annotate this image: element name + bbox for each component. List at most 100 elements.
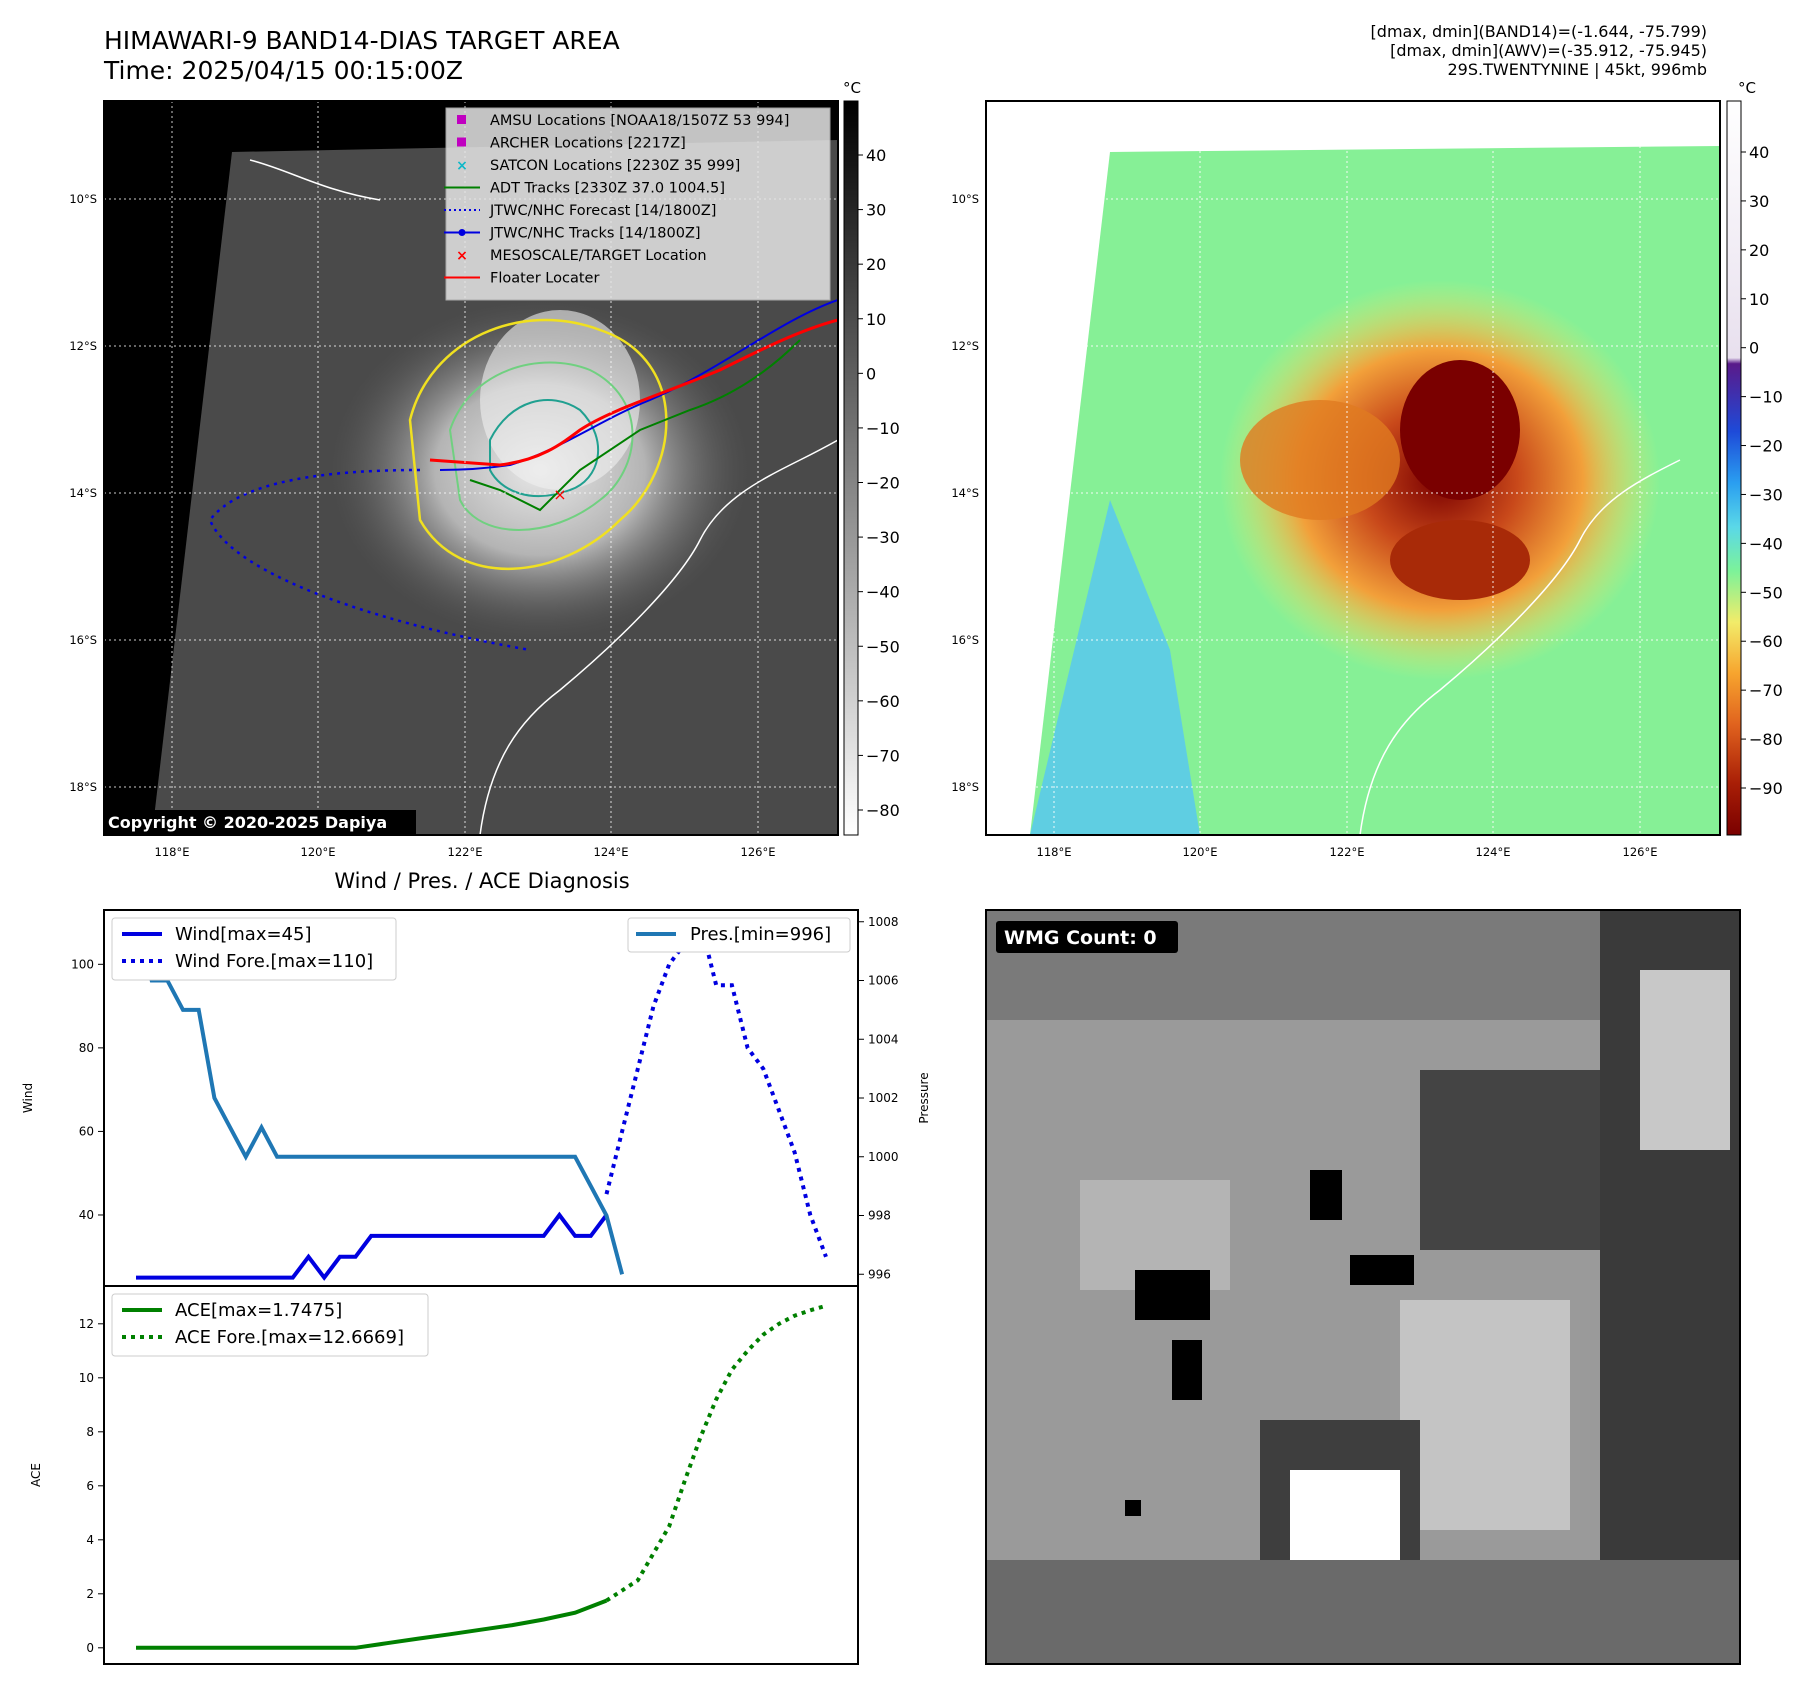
ir-colorbar-tick-label: −10: [866, 419, 900, 438]
lat-label: 10°S: [951, 192, 979, 206]
y2-tick-label: 1004: [868, 1032, 899, 1046]
ir-colorbar-tick-label: −30: [866, 528, 900, 547]
awv-colorbar-tick-label: −40: [1749, 534, 1783, 553]
awv-colorbar-tick-label: 0: [1749, 339, 1759, 358]
y-tick-label: 6: [86, 1479, 94, 1493]
wind-legend: [111, 917, 397, 981]
y-axis-label: ACE: [29, 1463, 43, 1487]
lon-label: 122°E: [1330, 845, 1365, 859]
target-location-marker: ×: [553, 485, 566, 504]
series-line: [136, 1598, 608, 1650]
y-tick-label: 10: [79, 1371, 94, 1385]
ir-colorbar-tick-label: 30: [866, 201, 886, 220]
awv-colorbar-tick-label: −60: [1749, 632, 1783, 651]
lon-label: 126°E: [741, 845, 776, 859]
series-line: [605, 1303, 827, 1603]
y2-tick-label: 1000: [868, 1150, 899, 1164]
coastline: [479, 439, 838, 835]
page-title: HIMAWARI-9 BAND14-DIAS TARGET AREA: [104, 26, 620, 55]
y-tick-label: 2: [86, 1587, 94, 1601]
awv-colorbar-tick-label: 30: [1749, 192, 1769, 211]
ir-colorbar-tick-label: −80: [866, 801, 900, 820]
legend-label: Wind Fore.[max=110]: [175, 951, 373, 972]
y2-tick-label: 998: [868, 1209, 891, 1223]
legend-label: JTWC/NHC Tracks [14/1800Z]: [489, 226, 701, 242]
floater-track: [429, 318, 838, 467]
lat-label: 14°S: [951, 486, 979, 500]
y-tick-label: 80: [79, 1041, 94, 1055]
adt-track: [469, 339, 801, 512]
awv-colorbar-tick-label: −70: [1749, 681, 1783, 700]
y-axis-label: Wind: [21, 1083, 35, 1113]
lon-label: 124°E: [594, 845, 629, 859]
lat-label: 18°S: [951, 780, 979, 794]
ir-colorbar-tick-label: 20: [866, 255, 886, 274]
awv-colorbar-tick-label: 20: [1749, 241, 1769, 260]
awv-colorbar-tick-label: 40: [1749, 143, 1769, 162]
legend-marker: [457, 115, 466, 124]
lat-label: 18°S: [69, 780, 97, 794]
legend-label: ADT Tracks [2330Z 37.0 1004.5]: [490, 181, 725, 197]
awv-colorbar-tick-label: −50: [1749, 583, 1783, 602]
legend-label: ARCHER Locations [2217Z]: [490, 136, 686, 152]
lat-label: 16°S: [951, 633, 979, 647]
awv-colorbar-tick-label: −20: [1749, 437, 1783, 456]
copyright-box: [104, 810, 416, 834]
legend-label: Floater Locater: [490, 271, 599, 287]
page-time: Time: 2025/04/15 00:15:00Z: [104, 56, 463, 85]
y-tick-label: 100: [71, 957, 94, 971]
y-tick-label: 12: [79, 1317, 94, 1331]
ir-colorbar-tick-label: −60: [866, 692, 900, 711]
awv-colorbar-unit: °C: [1738, 79, 1756, 97]
legend-label: MESOSCALE/TARGET Location: [490, 248, 707, 264]
ir-colorbar: [843, 100, 859, 836]
lat-label: 16°S: [69, 633, 97, 647]
wmg-count-badge: [996, 921, 1178, 953]
lat-label: 10°S: [69, 192, 97, 206]
ir-colorbar-tick-label: −40: [866, 583, 900, 602]
awv-gridlines: [986, 101, 1720, 835]
series-line: [134, 921, 625, 1275]
awv-colorbar-tick-label: −10: [1749, 388, 1783, 407]
ace-chart: 0 2 4 6 8 10 12 ACE ACE[max=1.7475] ACE Fore.[max…: [29, 1285, 859, 1665]
lon-label: 124°E: [1476, 845, 1511, 859]
y2-tick-label: 1006: [868, 974, 899, 988]
wmg-count: WMG Count: 0: [1004, 927, 1157, 949]
ace-legend: [111, 1293, 429, 1357]
ir-map-panel: × AMSU Locations [NOAA18/1507Z 53 994] AR…: [103, 79, 900, 836]
lat-label: 12°S: [951, 339, 979, 353]
lat-label: 12°S: [69, 339, 97, 353]
lon-label: 126°E: [1623, 845, 1658, 859]
map-axis-labels: 10°S 10°S 12°S 12°S 14°S 14°S 16°S 16°S 18°S 18°S…: [69, 192, 1657, 859]
awv-colorbar-tick-label: −90: [1749, 779, 1783, 798]
awv-colorbar-tick-label: −80: [1749, 730, 1783, 749]
legend-marker: ×: [456, 158, 468, 174]
ir-colorbar-tick-label: 40: [866, 146, 886, 165]
legend-label: ACE Fore.[max=12.6669]: [175, 1327, 404, 1348]
legend-marker: [457, 137, 466, 147]
ir-colorbar-tick-label: −50: [866, 637, 900, 656]
y-tick-label: 60: [79, 1124, 94, 1138]
y2-tick-label: 1002: [868, 1091, 899, 1105]
awv-map-panel: °C 40 30 20 10 0 −10 −20 −30 −40 −50 −60 −70 −80 −90: [985, 79, 1783, 836]
ir-colorbar-tick-label: −20: [866, 474, 900, 493]
legend-label: Pres.[min=996]: [690, 924, 831, 945]
y2-tick-label: 996: [868, 1267, 891, 1281]
ir-colorbar-tick-label: 10: [866, 310, 886, 329]
diagnosis-title: Wind / Pres. / ACE Diagnosis: [334, 869, 629, 893]
legend-label: Wind[max=45]: [175, 924, 312, 945]
y2-tick-label: 1008: [868, 915, 899, 929]
y-tick-label: 4: [86, 1533, 94, 1547]
awv-colorbar-tick-label: −30: [1749, 485, 1783, 504]
legend-marker: [458, 229, 466, 236]
legend-label: ACE[max=1.7475]: [175, 1300, 342, 1321]
copyright: Copyright © 2020-2025 Dapiya: [108, 813, 387, 832]
y-tick-label: 0: [86, 1641, 94, 1655]
series-line: [136, 1211, 609, 1281]
awv-colorbar-tick-label: 10: [1749, 290, 1769, 309]
ir-colorbar-tick-label: −70: [866, 746, 900, 765]
y-tick-label: 8: [86, 1425, 94, 1439]
legend-label: JTWC/NHC Forecast [14/1800Z]: [489, 203, 716, 219]
y-tick-label: 40: [79, 1208, 94, 1222]
lat-label: 14°S: [69, 486, 97, 500]
